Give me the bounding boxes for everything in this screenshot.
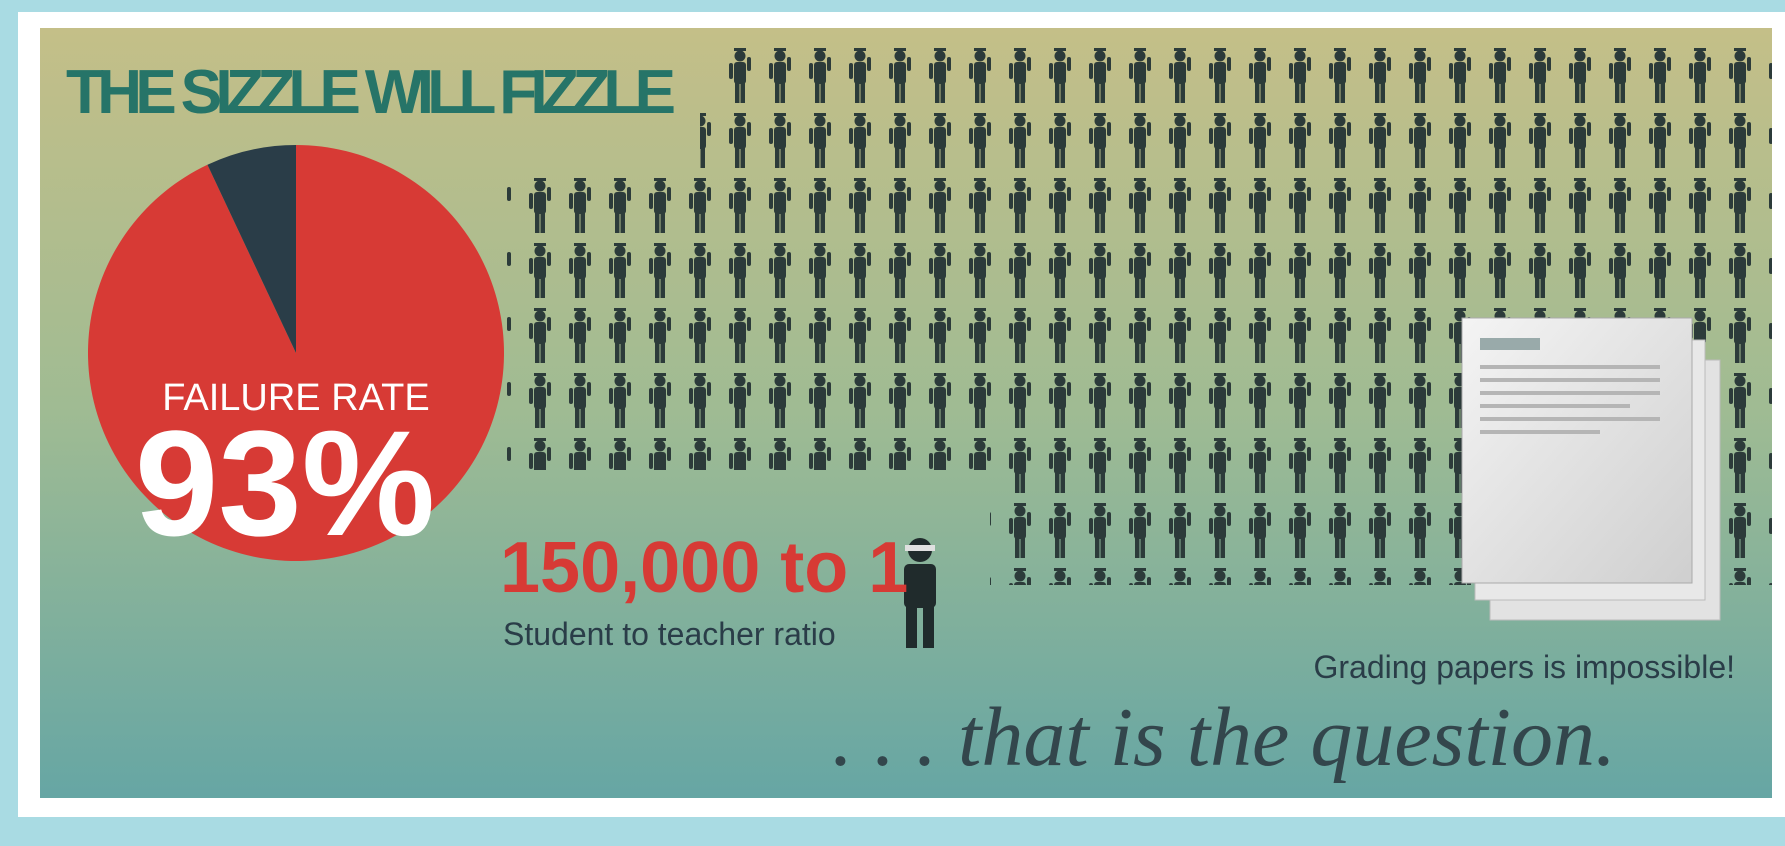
paper-stack [1462, 318, 1720, 620]
closing-line: . . . that is the question. [832, 691, 1616, 784]
page: {"title": "THE SIZZLE WILL FIZZLE", "cha… [0, 0, 1785, 841]
pie-value-label: 93% [135, 399, 435, 567]
infographic: THE SIZZLE WILL FIZZLE FAILURE RATE 93% … [0, 0, 1785, 841]
papers-note: Grading papers is impossible! [1313, 649, 1735, 685]
title: THE SIZZLE WILL FIZZLE [66, 58, 676, 127]
ratio-caption: Student to teacher ratio [503, 616, 836, 652]
ratio-value: 150,000 to 1 [500, 528, 908, 608]
